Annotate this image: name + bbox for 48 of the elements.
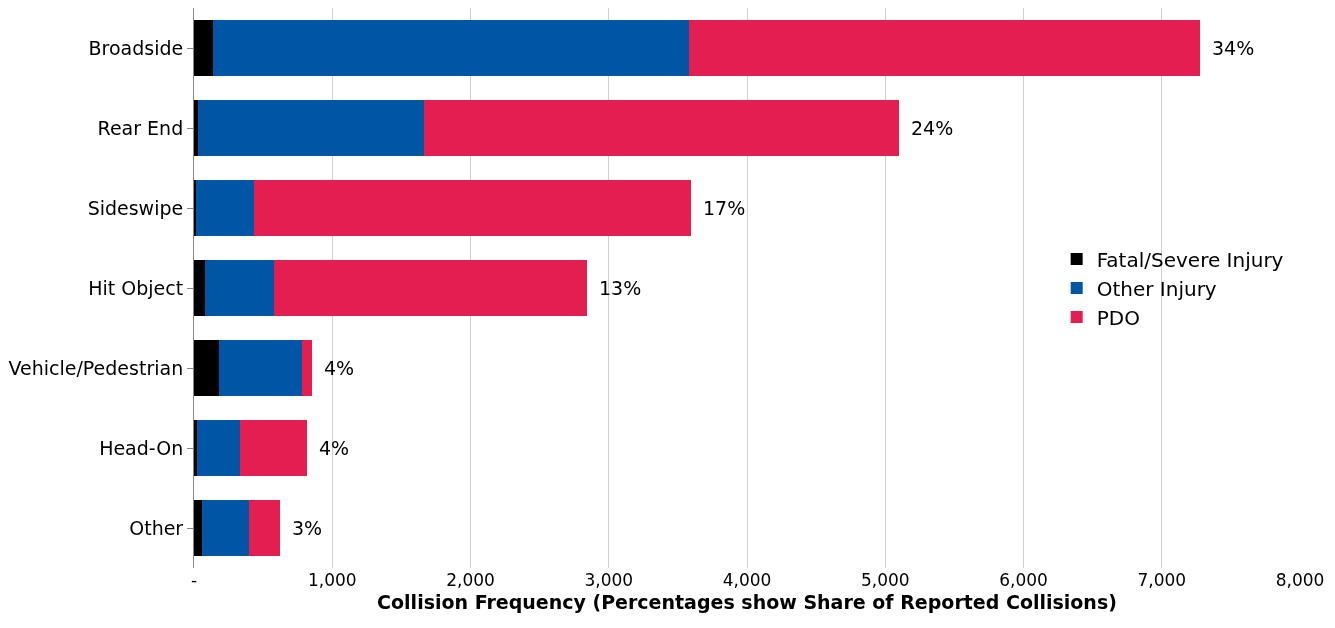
bar: [196, 180, 255, 236]
bar: [688, 20, 1201, 76]
bar: [202, 500, 249, 556]
x-axis-title: Collision Frequency (Percentages show Share of Reported Collisions): [377, 590, 1117, 613]
bar: [218, 340, 302, 396]
annotation: 3%: [292, 517, 323, 539]
y-tick-label: Head-On: [99, 436, 184, 459]
bar: [240, 420, 308, 476]
x-tick-label: -: [190, 570, 198, 590]
legend-label: Fatal/Severe Injury: [1096, 247, 1284, 272]
bar: [194, 20, 213, 76]
annotation: 4%: [324, 357, 355, 379]
y-tick-label: Sideswipe: [87, 196, 184, 219]
bar: [254, 180, 692, 236]
y-tick-label: Rear End: [97, 116, 184, 139]
annotation: 13%: [599, 277, 642, 299]
annotation: 24%: [911, 117, 954, 139]
x-tick-label: 4,000: [722, 570, 772, 590]
x-tick-label: 1,000: [307, 570, 357, 590]
bar: [205, 260, 275, 316]
y-tick-label: Other: [129, 516, 184, 539]
bar: [196, 420, 241, 476]
legend-label: PDO: [1096, 305, 1140, 330]
annotation: 34%: [1212, 37, 1255, 59]
x-tick-label: 6,000: [999, 570, 1048, 590]
x-tick-label: 7,000: [1137, 570, 1187, 590]
x-tick-label: 2,000: [446, 570, 495, 590]
bar: [423, 100, 900, 156]
x-tick-label: 8,000: [1275, 570, 1325, 590]
bar: [194, 340, 219, 396]
bar: [212, 20, 689, 76]
y-tick-label: Broadside: [88, 36, 184, 59]
bar: [194, 260, 206, 316]
x-tick-label: 5,000: [860, 570, 910, 590]
y-tick-label: Hit Object: [88, 276, 184, 299]
bar: [194, 500, 203, 556]
annotation: 17%: [703, 197, 746, 219]
x-tick-label: 3,000: [584, 570, 634, 590]
annotation: 4%: [319, 437, 350, 459]
bar: [194, 180, 197, 236]
legend-label: Other Injury: [1096, 276, 1217, 301]
y-tick-label: Vehicle/Pedestrian: [8, 356, 184, 379]
bar: [274, 260, 588, 316]
bar: [198, 100, 424, 156]
bar: [301, 340, 313, 396]
bar: [248, 500, 281, 556]
bar: [194, 420, 197, 476]
bar: [194, 100, 199, 156]
